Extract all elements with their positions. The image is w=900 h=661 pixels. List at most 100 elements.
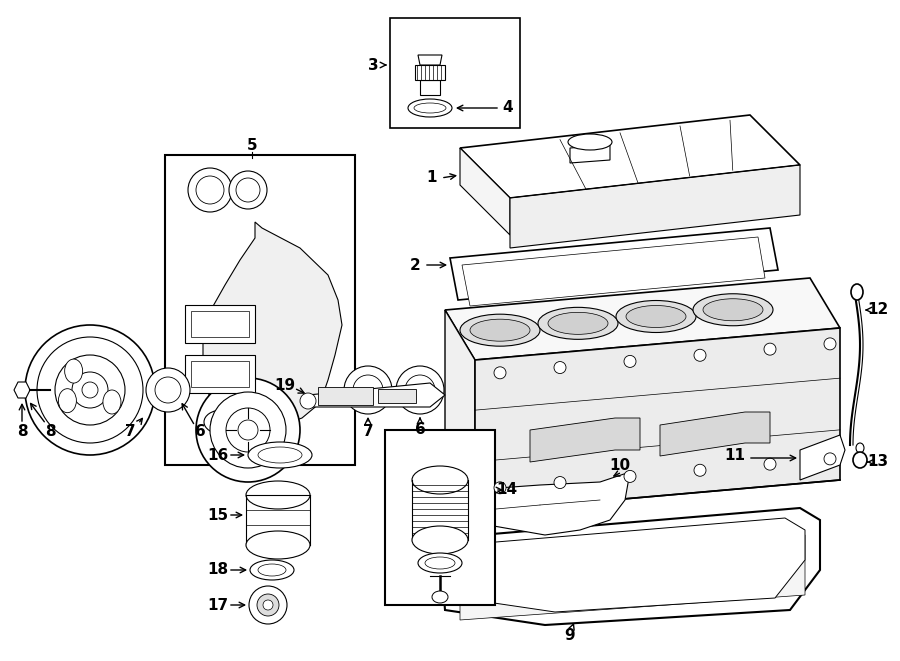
Ellipse shape bbox=[470, 319, 530, 341]
Ellipse shape bbox=[236, 178, 260, 202]
Ellipse shape bbox=[249, 586, 287, 624]
Polygon shape bbox=[570, 145, 610, 163]
Ellipse shape bbox=[425, 557, 455, 569]
Ellipse shape bbox=[414, 103, 446, 113]
Ellipse shape bbox=[851, 284, 863, 300]
Ellipse shape bbox=[211, 415, 233, 429]
Bar bbox=[165, 155, 355, 465]
Polygon shape bbox=[445, 278, 840, 360]
Polygon shape bbox=[415, 65, 445, 80]
Ellipse shape bbox=[226, 408, 270, 452]
Ellipse shape bbox=[396, 366, 444, 414]
Bar bbox=[412, 480, 468, 540]
Bar bbox=[390, 18, 520, 128]
Text: 18: 18 bbox=[207, 563, 229, 578]
Ellipse shape bbox=[494, 367, 506, 379]
Ellipse shape bbox=[188, 168, 232, 212]
Polygon shape bbox=[460, 535, 805, 620]
Polygon shape bbox=[470, 472, 630, 535]
Ellipse shape bbox=[250, 560, 294, 580]
Polygon shape bbox=[460, 115, 800, 198]
Ellipse shape bbox=[210, 392, 286, 468]
Ellipse shape bbox=[624, 356, 636, 368]
Ellipse shape bbox=[353, 375, 383, 405]
Text: 2: 2 bbox=[410, 258, 420, 272]
Ellipse shape bbox=[626, 305, 686, 327]
Ellipse shape bbox=[432, 591, 448, 603]
Bar bbox=[246, 495, 310, 545]
Text: 19: 19 bbox=[274, 377, 295, 393]
Ellipse shape bbox=[853, 452, 867, 468]
Ellipse shape bbox=[258, 447, 302, 463]
Text: 14: 14 bbox=[497, 483, 518, 498]
Bar bbox=[318, 387, 373, 405]
Ellipse shape bbox=[344, 366, 392, 414]
Polygon shape bbox=[475, 328, 840, 512]
Polygon shape bbox=[455, 518, 805, 612]
Ellipse shape bbox=[856, 443, 864, 453]
Text: 11: 11 bbox=[724, 447, 745, 463]
Ellipse shape bbox=[37, 337, 143, 443]
Text: 10: 10 bbox=[609, 457, 631, 473]
Ellipse shape bbox=[263, 600, 273, 610]
Ellipse shape bbox=[694, 464, 706, 477]
Polygon shape bbox=[460, 148, 510, 235]
Bar bbox=[191, 311, 249, 337]
Ellipse shape bbox=[412, 526, 468, 554]
Text: 15: 15 bbox=[207, 508, 229, 522]
Ellipse shape bbox=[196, 176, 224, 204]
Ellipse shape bbox=[538, 307, 618, 339]
Ellipse shape bbox=[824, 453, 836, 465]
Ellipse shape bbox=[58, 389, 76, 412]
Text: 8: 8 bbox=[17, 424, 27, 440]
Ellipse shape bbox=[246, 481, 310, 509]
Ellipse shape bbox=[764, 343, 776, 355]
Text: 8: 8 bbox=[45, 424, 55, 440]
Ellipse shape bbox=[196, 378, 300, 482]
Ellipse shape bbox=[554, 477, 566, 488]
Ellipse shape bbox=[146, 368, 190, 412]
Polygon shape bbox=[440, 508, 820, 625]
Ellipse shape bbox=[412, 466, 468, 494]
Ellipse shape bbox=[554, 362, 566, 373]
Ellipse shape bbox=[418, 553, 462, 573]
Text: 16: 16 bbox=[207, 447, 229, 463]
Ellipse shape bbox=[548, 313, 608, 334]
Ellipse shape bbox=[229, 171, 267, 209]
Polygon shape bbox=[800, 435, 845, 480]
Ellipse shape bbox=[694, 349, 706, 362]
Bar bbox=[185, 355, 255, 393]
Ellipse shape bbox=[624, 471, 636, 483]
Ellipse shape bbox=[246, 531, 310, 559]
Bar bbox=[191, 361, 249, 387]
Ellipse shape bbox=[204, 410, 240, 434]
Polygon shape bbox=[445, 310, 475, 500]
Polygon shape bbox=[660, 412, 770, 456]
Text: 1: 1 bbox=[427, 171, 437, 186]
Text: 17: 17 bbox=[207, 598, 229, 613]
Ellipse shape bbox=[238, 420, 258, 440]
Ellipse shape bbox=[248, 442, 312, 468]
Polygon shape bbox=[510, 165, 800, 248]
Text: 7: 7 bbox=[363, 424, 374, 440]
Bar bbox=[185, 305, 255, 343]
Text: 6: 6 bbox=[194, 424, 205, 440]
Text: 3: 3 bbox=[368, 58, 378, 73]
Ellipse shape bbox=[257, 594, 279, 616]
Text: 6: 6 bbox=[415, 422, 426, 438]
Ellipse shape bbox=[494, 482, 506, 494]
Polygon shape bbox=[203, 222, 342, 432]
Ellipse shape bbox=[155, 377, 181, 403]
Text: 7: 7 bbox=[125, 424, 135, 440]
Ellipse shape bbox=[258, 564, 286, 576]
Text: 12: 12 bbox=[868, 303, 888, 317]
Polygon shape bbox=[450, 228, 778, 300]
Polygon shape bbox=[530, 418, 640, 462]
Polygon shape bbox=[462, 237, 765, 306]
Ellipse shape bbox=[764, 458, 776, 470]
Ellipse shape bbox=[568, 134, 612, 150]
Ellipse shape bbox=[300, 393, 316, 409]
Ellipse shape bbox=[693, 293, 773, 326]
Polygon shape bbox=[420, 80, 440, 95]
Text: 5: 5 bbox=[247, 137, 257, 153]
